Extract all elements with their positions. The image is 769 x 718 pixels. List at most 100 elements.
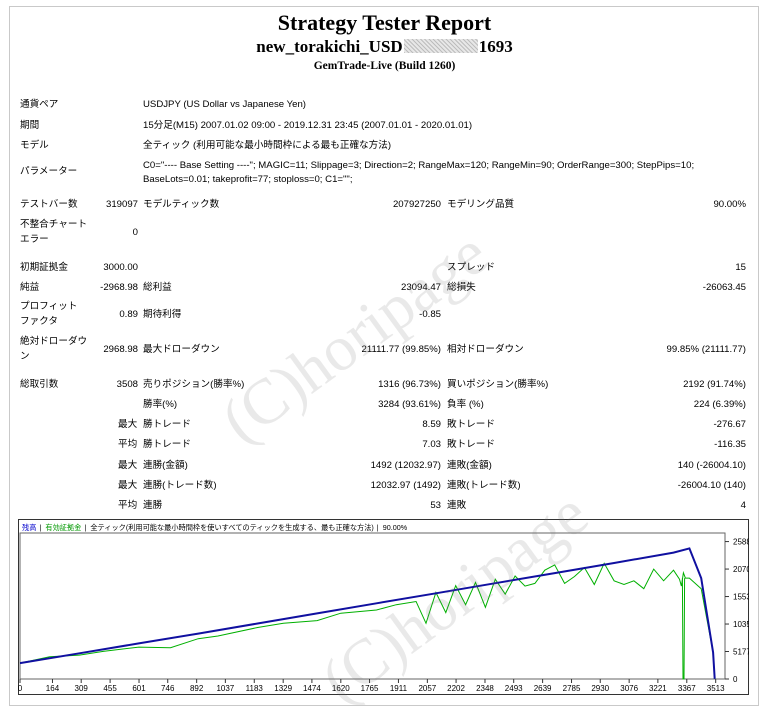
avg-loss-trade-value: -116.35 (714, 439, 746, 450)
expert-name-suffix: 1693 (478, 37, 513, 56)
net-value: -2968.98 (100, 282, 138, 293)
report-title: Strategy Tester Report (277, 10, 492, 35)
x-tick-label: 3221 (649, 684, 667, 693)
x-tick-label: 2202 (447, 684, 465, 693)
x-tick-label: 0 (18, 684, 23, 693)
model-value: 全ティック (利用可能な最小時間枠による最も正確な方法) (143, 140, 392, 151)
max-win-trade-value: 8.59 (422, 419, 441, 430)
equity-line (19, 562, 716, 679)
y-tick-label: 5177 (733, 648, 749, 657)
abs-drawdown-value: 2968.98 (103, 344, 138, 355)
plot-area (19, 532, 726, 680)
avg-label-1: 平均 (118, 439, 138, 450)
period-value: 15分足(M15) 2007.01.02 09:00 - 2019.12.31 … (143, 120, 473, 131)
x-tick-label: 3367 (678, 684, 696, 693)
spread-value: 15 (735, 262, 746, 273)
gross-loss-label: 総損失 (447, 282, 476, 293)
avg-cons-loss-label: 連敗 (447, 500, 467, 511)
x-tick-label: 892 (190, 684, 204, 693)
x-tick-label: 1911 (390, 684, 408, 693)
symbol-label: 通貨ペア (20, 99, 59, 110)
cons-win-count-value: 12032.97 (1492) (370, 480, 441, 491)
max-loss-trade-value: -276.67 (713, 419, 746, 430)
x-tick-label: 2493 (505, 684, 523, 693)
avg-cons-win-value: 53 (430, 500, 441, 511)
x-tick-label: 455 (103, 684, 117, 693)
avg-cons-win-label: 連勝 (143, 500, 163, 511)
quality-label: モデリング品質 (447, 199, 515, 210)
avg-win-trade-label: 勝トレード (143, 439, 191, 450)
mismatch-label-1: 不整合チャート (20, 219, 88, 230)
profit-factor-label-2: ファクタ (20, 316, 58, 327)
loss-rate-label: 負率 (%) (447, 399, 484, 410)
x-tick-label: 1037 (216, 684, 234, 693)
cons-win-amount-label: 連勝(金額) (143, 460, 188, 471)
short-positions-value: 1316 (96.73%) (378, 379, 441, 390)
x-tick-label: 2930 (591, 684, 609, 693)
server-build: GemTrade-Live (Build 1260) (313, 60, 456, 72)
x-tick-label: 1765 (361, 684, 379, 693)
win-rate-value: 3284 (93.61%) (378, 399, 441, 410)
cons-win-amount-value: 1492 (12032.97) (370, 460, 441, 471)
legend-balance: 残高 (22, 523, 36, 532)
x-tick-label: 309 (75, 684, 89, 693)
model-label: モデル (20, 140, 49, 151)
report-frame (9, 6, 759, 706)
redacted-block (403, 39, 478, 53)
x-tick-label: 164 (46, 684, 60, 693)
rel-drawdown-value: 99.85% (21111.77) (666, 344, 746, 355)
avg-loss-trade-label: 敗トレード (447, 439, 495, 450)
params-line1: C0="---- Base Setting ----"; MAGIC=11; S… (143, 160, 695, 171)
legend-separator: | (84, 523, 86, 532)
spread-label: スプレッド (447, 262, 495, 273)
params-line2: BaseLots=0.01; takeprofit=77; stoploss=0… (143, 174, 353, 185)
max-drawdown-value: 21111.77 (99.85%) (361, 344, 441, 355)
avg-cons-loss-value: 4 (740, 500, 746, 511)
long-positions-label: 買いポジション(勝率%) (447, 379, 549, 390)
x-tick-label: 1329 (274, 684, 292, 693)
y-tick-label: 10354 (733, 620, 749, 629)
abs-drawdown-label-1: 絶対ドローダウ (20, 336, 88, 347)
legend-model: 全ティック(利用可能な最小時間枠を使いすべてのティックを生成する、最も正確な方法… (90, 523, 373, 532)
max-win-trade-label: 勝トレード (143, 419, 191, 430)
avg-label-2: 平均 (118, 500, 138, 511)
rel-drawdown-label: 相対ドローダウン (447, 344, 524, 355)
x-tick-label: 1620 (332, 684, 350, 693)
x-tick-label: 3076 (620, 684, 638, 693)
cons-loss-count-value: -26004.10 (140) (677, 480, 746, 491)
long-positions-value: 2192 (91.74%) (683, 379, 746, 390)
balance-line (19, 547, 716, 679)
max-loss-trade-label: 敗トレード (447, 419, 495, 430)
legend-quality: 90.00% (383, 523, 408, 532)
symbol-value: USDJPY (US Dollar vs Japanese Yen) (143, 99, 306, 110)
legend-equity: 有効証拠金 (45, 523, 81, 532)
gross-loss-value: -26063.45 (702, 282, 746, 293)
max-label-3: 最大 (118, 480, 138, 491)
expected-payoff-label: 期待利得 (143, 309, 182, 320)
cons-loss-count-label: 連敗(トレード数) (447, 480, 521, 491)
cons-win-count-label: 連勝(トレード数) (143, 480, 217, 491)
bars-label: テストバー数 (20, 199, 78, 210)
y-tick-label: 20708 (733, 565, 749, 574)
max-drawdown-label: 最大ドローダウン (143, 344, 220, 355)
params-label: パラメーター (20, 166, 78, 177)
legend-separator: | (39, 523, 41, 532)
expert-name: new_torakichi_USD 1693 (0, 37, 769, 57)
deposit-label: 初期証拠金 (20, 262, 68, 273)
ticks-value: 207927250 (392, 199, 441, 210)
win-rate-label: 勝率(%) (143, 399, 178, 410)
expected-payoff-value: -0.85 (419, 309, 441, 320)
max-label-1: 最大 (118, 419, 138, 430)
period-label: 期間 (20, 120, 40, 131)
net-label: 純益 (20, 282, 40, 293)
ticks-label: モデルティック数 (143, 199, 220, 210)
mismatch-value: 0 (132, 227, 138, 238)
legend-separator: | (377, 523, 379, 532)
x-tick-label: 1183 (246, 684, 264, 693)
balance-chart: 残高 | 有効証拠金 | 全ティック(利用可能な最小時間枠を使いすべてのティックを生成す… (18, 519, 749, 695)
total-trades-value: 3508 (116, 379, 138, 390)
x-tick-label: 2057 (418, 684, 436, 693)
y-tick-label: 0 (733, 675, 738, 684)
loss-rate-value: 224 (6.39%) (693, 399, 746, 410)
x-tick-label: 1474 (303, 684, 321, 693)
